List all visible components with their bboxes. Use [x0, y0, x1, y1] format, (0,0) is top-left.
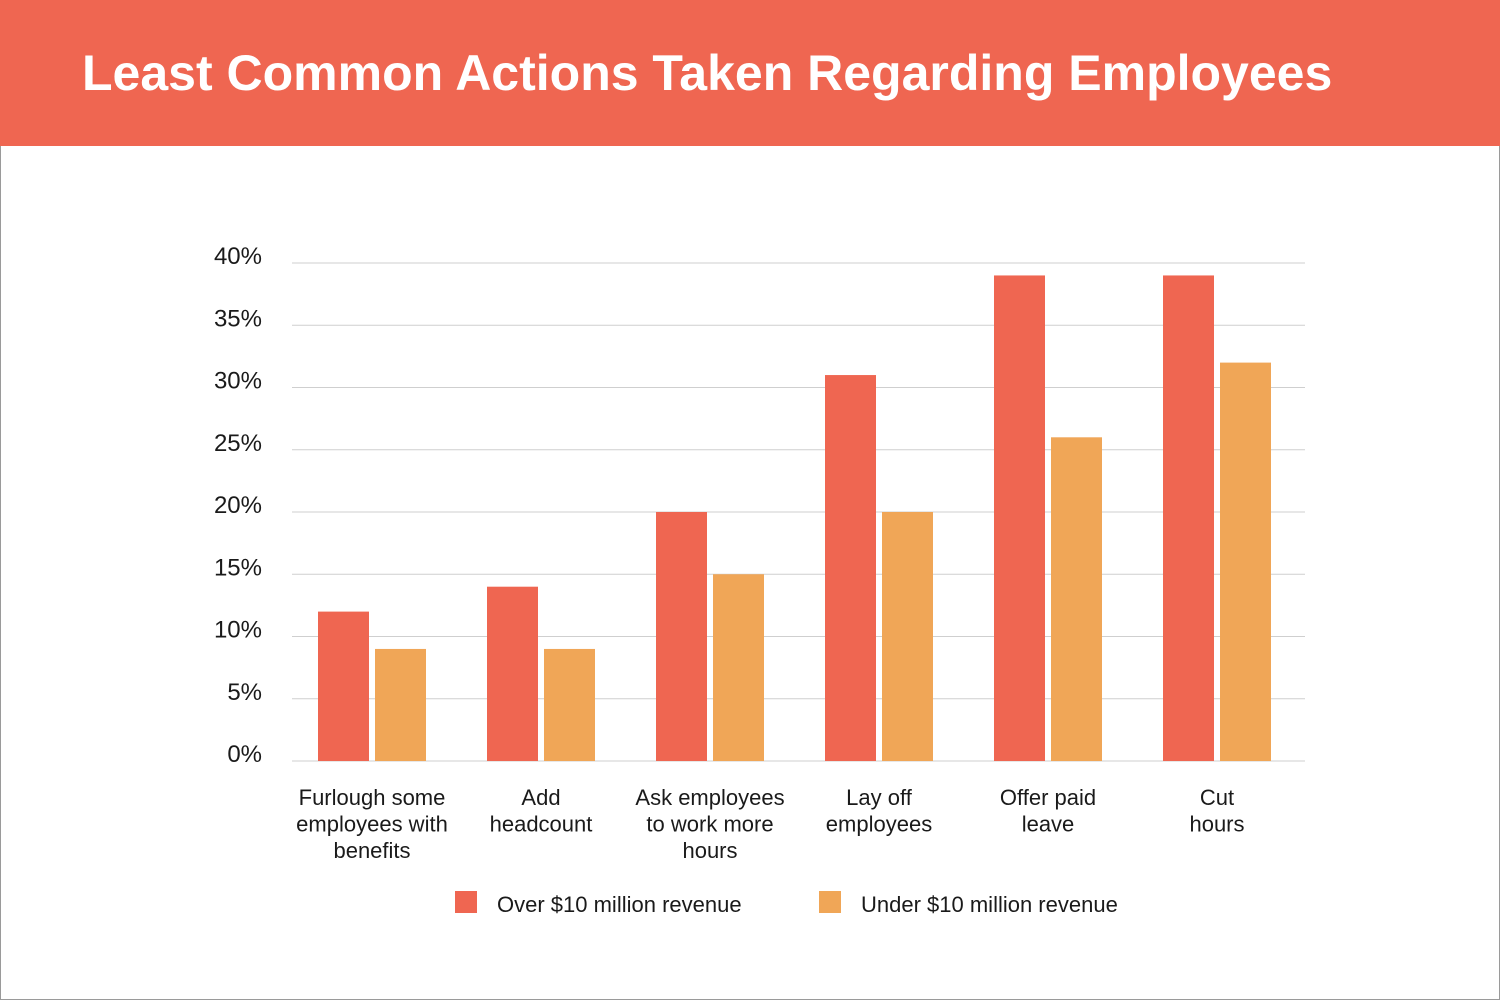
x-category-label: Ask employees to work more hours [635, 785, 784, 863]
bar [1163, 275, 1214, 761]
chart-title: Least Common Actions Taken Regarding Emp… [82, 45, 1333, 101]
y-tick-label: 25% [214, 430, 262, 457]
y-tick-label: 30% [214, 368, 262, 395]
y-tick-label: 0% [227, 741, 262, 768]
bar [1051, 437, 1102, 761]
x-category-label: Lay off employees [826, 785, 932, 837]
legend-label: Over $10 million revenue [497, 892, 742, 917]
y-tick-label: 5% [227, 679, 262, 706]
legend-item: Under $10 million revenue [819, 891, 1118, 917]
bar [375, 648, 426, 761]
x-category-label: Add headcount [490, 785, 593, 837]
bar [487, 586, 538, 761]
title-banner: Least Common Actions Taken Regarding Emp… [0, 0, 1500, 146]
y-tick-label: 40% [214, 243, 262, 270]
legend-item: Over $10 million revenue [455, 891, 742, 917]
legend-label: Under $10 million revenue [861, 892, 1118, 917]
legend-swatch [819, 891, 841, 913]
legend-swatch [455, 891, 477, 913]
bar [544, 648, 595, 761]
x-category-label: Offer paid leave [1000, 785, 1096, 837]
bar [656, 512, 707, 761]
bar [713, 574, 764, 761]
legend: Over $10 million revenue Under $10 millio… [455, 891, 1118, 917]
bar [994, 275, 1045, 761]
y-tick-label: 35% [214, 305, 262, 332]
y-axis-ticks: 0% 5% 10% 15% 20% 25% 30% 35% 40% [214, 243, 262, 768]
bars [318, 275, 1271, 761]
x-category-label: Furlough some employees with benefits [296, 785, 448, 863]
bar [825, 375, 876, 761]
bar [1220, 362, 1271, 761]
y-tick-label: 15% [214, 554, 262, 581]
y-tick-label: 20% [214, 492, 262, 519]
bar [318, 611, 369, 761]
x-category-label: Cut hours [1189, 785, 1244, 837]
grid-lines [292, 262, 1305, 762]
bar [882, 512, 933, 761]
x-axis-labels: Furlough some employees with benefits Add he… [296, 785, 1244, 863]
y-tick-label: 10% [214, 617, 262, 644]
